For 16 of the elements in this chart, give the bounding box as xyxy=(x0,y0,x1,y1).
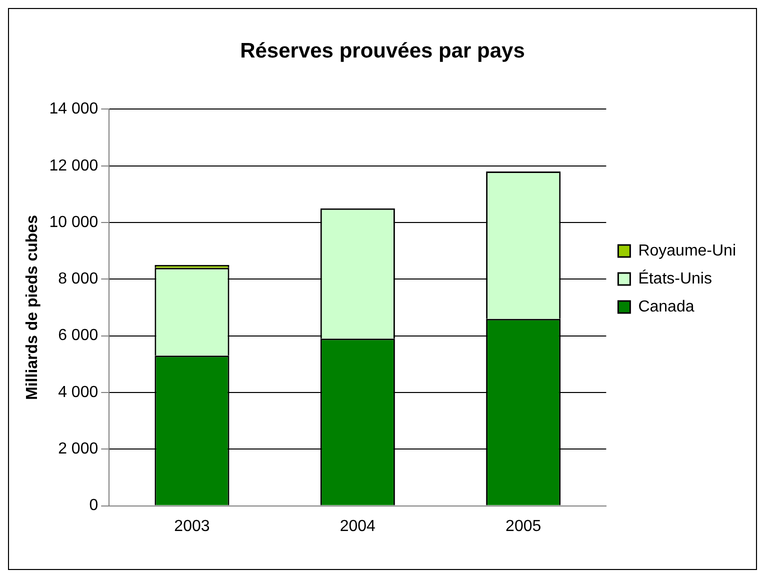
legend-label: États-Unis xyxy=(638,269,712,288)
y-axis-title: Milliards de pieds cubes xyxy=(24,214,42,400)
y-tick-label: 0 xyxy=(89,497,98,514)
y-tick-label: 4 000 xyxy=(58,384,98,401)
y-tick-label: 2 000 xyxy=(58,440,98,458)
y-tick-label: 8 000 xyxy=(58,270,98,288)
y-tick-label: 14 000 xyxy=(49,100,98,118)
y-tick-label: 6 000 xyxy=(58,327,98,344)
x-tick-label: 2005 xyxy=(506,518,542,535)
x-tick-label: 2003 xyxy=(174,518,210,535)
legend-label: Royaume-Uni xyxy=(638,242,736,260)
legend-label: Canada xyxy=(638,298,694,316)
chart-title: Réserves prouvées par pays xyxy=(240,39,525,62)
y-tick-label: 10 000 xyxy=(49,214,98,231)
y-tick-label: 12 000 xyxy=(49,157,98,174)
x-tick-label: 2004 xyxy=(340,518,376,535)
